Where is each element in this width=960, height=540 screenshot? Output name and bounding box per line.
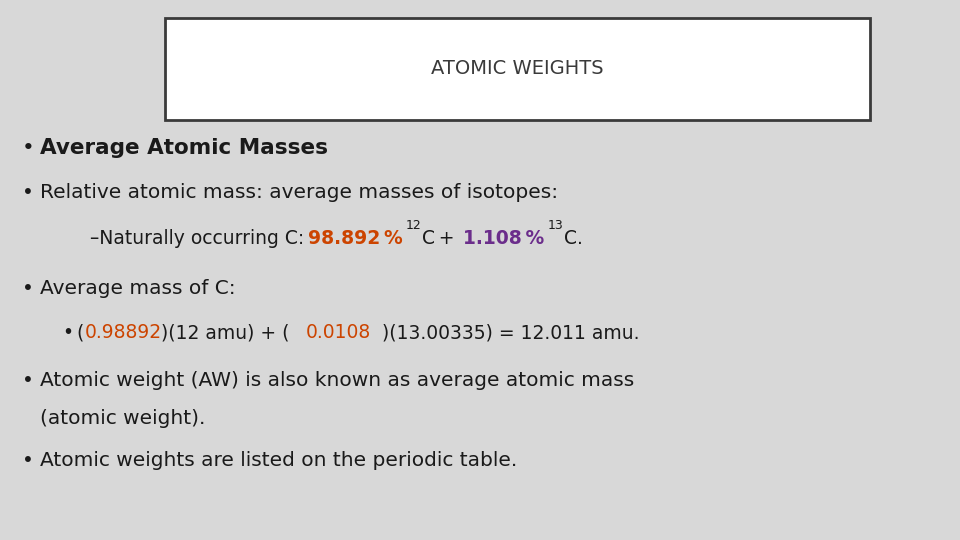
- Text: ATOMIC WEIGHTS: ATOMIC WEIGHTS: [431, 59, 603, 78]
- Text: •: •: [22, 370, 34, 389]
- Text: 1.108 %: 1.108 %: [463, 228, 548, 247]
- Text: Average Atomic Masses: Average Atomic Masses: [40, 138, 328, 158]
- Text: (atomic weight).: (atomic weight).: [40, 408, 205, 428]
- Text: C +: C +: [422, 228, 458, 247]
- Text: •: •: [22, 138, 35, 158]
- Text: –Naturally occurring C:: –Naturally occurring C:: [90, 228, 308, 247]
- Text: 98.892 %: 98.892 %: [308, 228, 406, 247]
- Text: 0.0108: 0.0108: [306, 323, 372, 342]
- Text: (: (: [76, 323, 84, 342]
- Text: )(13.00335) = 12.011 amu.: )(13.00335) = 12.011 amu.: [382, 323, 639, 342]
- Text: •: •: [22, 279, 34, 298]
- Text: 12: 12: [406, 219, 421, 232]
- FancyBboxPatch shape: [165, 18, 870, 120]
- Text: 13: 13: [548, 219, 564, 232]
- Text: •: •: [22, 450, 34, 469]
- Text: •: •: [62, 323, 73, 342]
- Text: Atomic weight (AW) is also known as average atomic mass: Atomic weight (AW) is also known as aver…: [40, 370, 635, 389]
- Text: Atomic weights are listed on the periodic table.: Atomic weights are listed on the periodi…: [40, 450, 517, 469]
- Text: 0.98892: 0.98892: [85, 323, 162, 342]
- Text: Average mass of C:: Average mass of C:: [40, 279, 235, 298]
- Text: Relative atomic mass: average masses of isotopes:: Relative atomic mass: average masses of …: [40, 184, 558, 202]
- Text: •: •: [22, 184, 34, 202]
- Text: C.: C.: [564, 228, 583, 247]
- Text: )(12 amu) + (: )(12 amu) + (: [161, 323, 290, 342]
